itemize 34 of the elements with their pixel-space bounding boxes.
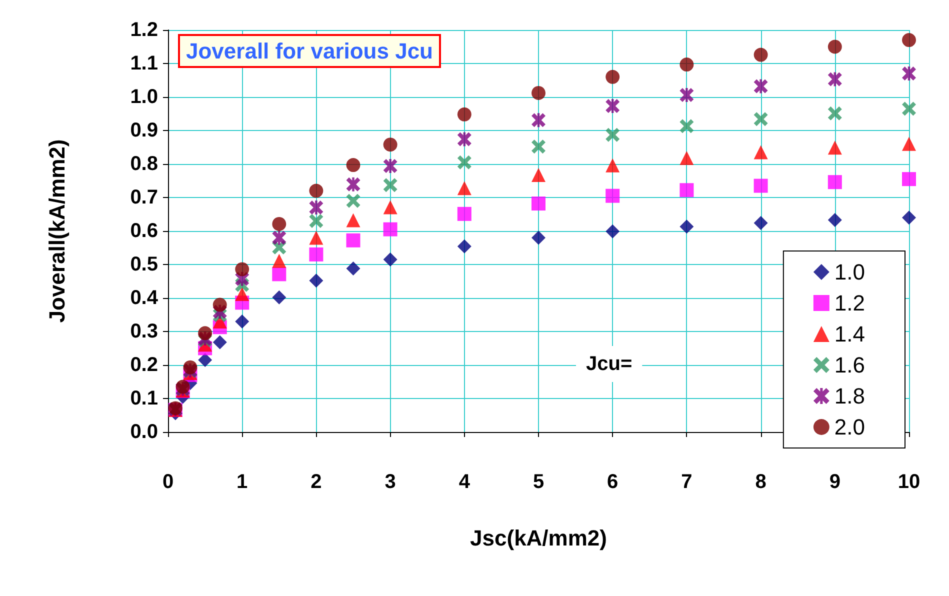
y-tick-label: 0.1: [130, 388, 158, 410]
y-tick-label: 1.0: [130, 86, 158, 108]
x-tick-label: 10: [898, 471, 920, 493]
x-tick-label: 1: [236, 471, 248, 493]
y-tick-label: 0.6: [130, 220, 158, 242]
y-tick-label: 0.2: [130, 354, 158, 376]
legend-title: Jcu=: [586, 353, 632, 375]
y-tick-label: 0.5: [130, 254, 158, 276]
x-tick-label: 5: [532, 471, 544, 493]
x-tick-label: 3: [384, 471, 396, 493]
legend-label: 2.0: [834, 414, 866, 440]
chart-title: Joverall for various Jcu: [186, 38, 433, 64]
legend-label: 1.2: [834, 290, 866, 316]
y-tick-label: 0.8: [130, 153, 158, 175]
y-tick-label: 0.9: [130, 120, 158, 142]
x-tick-label: 9: [829, 471, 840, 493]
legend-label: 1.6: [834, 352, 866, 378]
x-tick-label: 0: [162, 471, 174, 493]
x-tick-label: 4: [458, 471, 471, 493]
legend-label: 1.4: [834, 322, 866, 346]
legend-label: 1.8: [834, 384, 866, 408]
legend-label: 1.0: [834, 260, 866, 284]
y-tick-label: 0.4: [130, 287, 159, 309]
y-tick-label: 0.7: [130, 186, 158, 208]
y-tick-label: 0.0: [130, 421, 158, 443]
x-tick-label: 6: [607, 471, 618, 493]
x-axis-title: Jsc(kA/mm2): [470, 526, 607, 550]
y-tick-label: 0.3: [130, 320, 158, 342]
y-tick-label: 1.1: [130, 52, 158, 74]
y-tick-label: 1.2: [130, 19, 158, 41]
x-tick-label: 7: [681, 471, 692, 493]
x-tick-label: 2: [310, 471, 322, 493]
x-tick-label: 8: [755, 471, 766, 493]
y-axis-title: Joverall(kA/mm2): [44, 139, 70, 323]
